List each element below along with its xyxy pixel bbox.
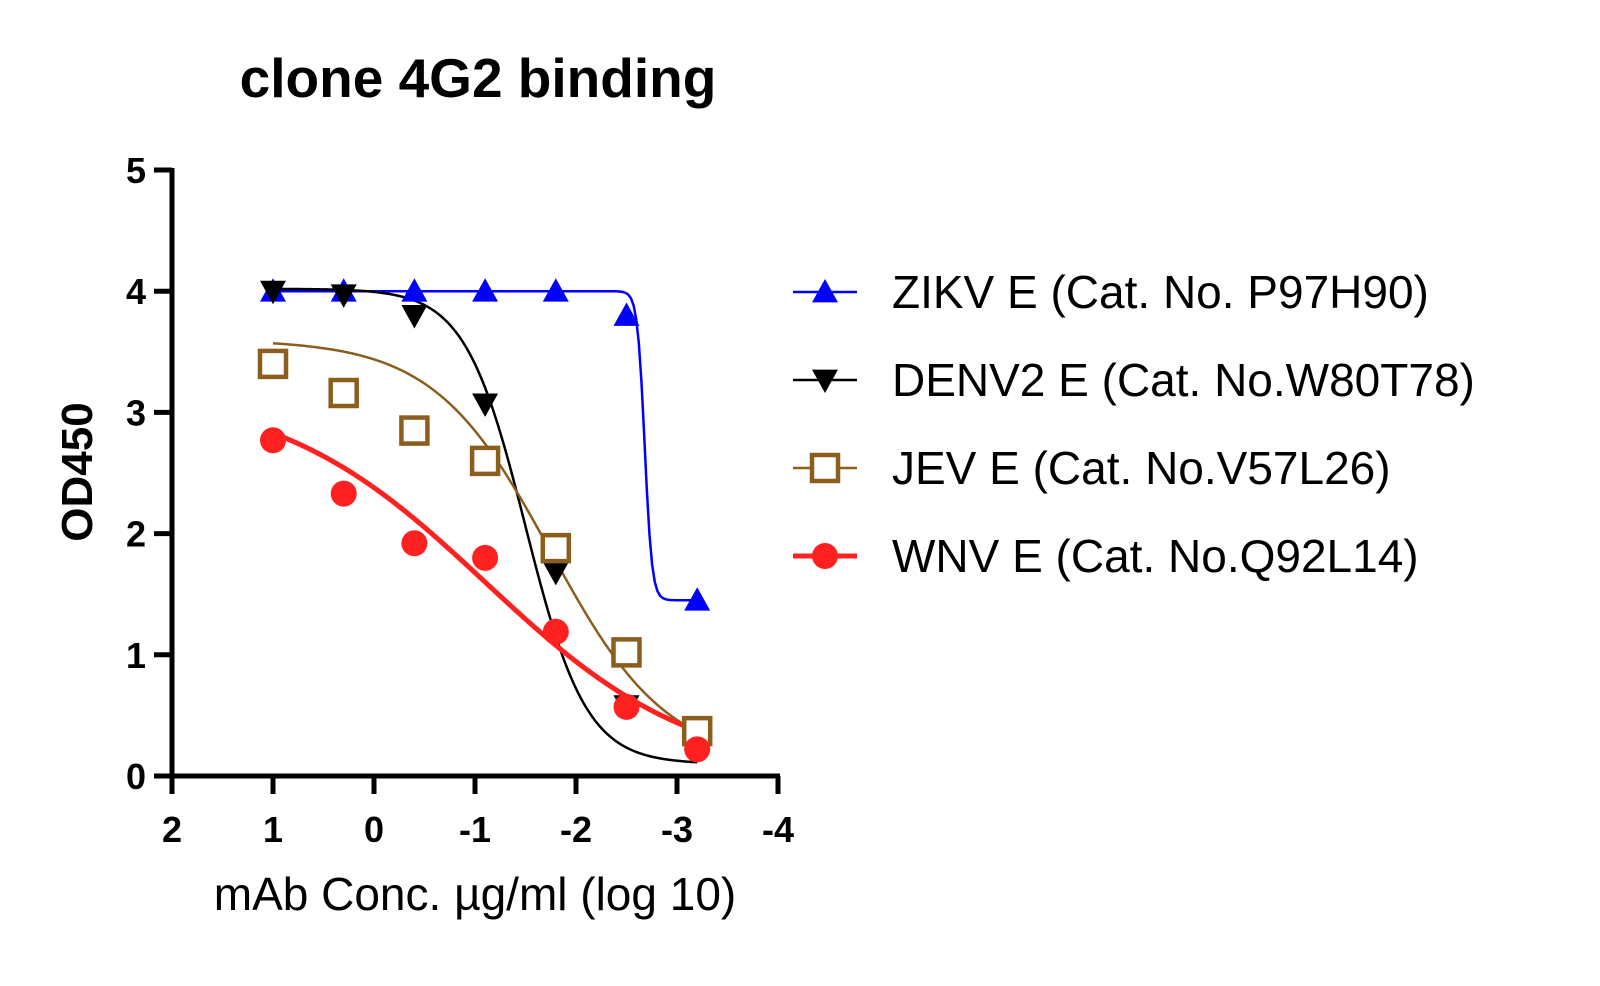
y-axis-label: OD450	[53, 402, 102, 541]
data-point-series-1	[684, 587, 711, 611]
data-point-series-4	[472, 544, 499, 571]
data-point-series-1	[542, 278, 569, 302]
data-point-series-4	[330, 480, 357, 507]
data-point-series-4	[684, 736, 711, 763]
data-point-series-2	[401, 305, 428, 329]
data-point-series-2	[330, 284, 357, 308]
legend-label: WNV E (Cat. No.Q92L14)	[892, 530, 1419, 582]
data-point-series-4	[401, 530, 428, 557]
data-markers	[257, 278, 713, 763]
y-tick-label: 5	[126, 150, 146, 191]
data-point-series-3	[257, 348, 289, 380]
data-point-series-3	[611, 637, 642, 668]
y-tick-label: 0	[126, 756, 146, 797]
axes: 0 1 2 3 4 5 2 1 0 -1 -2 -3 -4	[126, 150, 794, 850]
data-point-series-2	[542, 561, 569, 586]
data-point-series-4	[542, 618, 569, 645]
x-tick-label: 1	[263, 809, 283, 850]
x-tick-label: 2	[162, 809, 182, 850]
legend-marker	[809, 452, 841, 484]
fit-curves	[272, 287, 699, 764]
data-point-series-3	[328, 377, 359, 409]
legend: ZIKV E (Cat. No. P97H90) DENV2 E (Cat. No…	[793, 266, 1475, 582]
fit-curve-series-3	[272, 342, 698, 733]
data-point-series-3	[540, 532, 572, 564]
fit-curve-series-2	[272, 287, 698, 764]
x-axis-label: mAb Conc. µg/ml (log 10)	[214, 868, 736, 920]
x-tick-label: 0	[364, 809, 384, 850]
legend-label: ZIKV E (Cat. No. P97H90)	[892, 266, 1429, 318]
chart-title: clone 4G2 binding	[240, 47, 717, 109]
data-point-series-4	[260, 427, 286, 454]
data-point-series-1	[472, 278, 499, 302]
x-tick-label: -1	[459, 809, 491, 850]
x-tick-label: -4	[762, 809, 794, 850]
data-point-series-2	[472, 393, 499, 417]
legend-marker	[812, 369, 838, 393]
x-tick-label: -2	[560, 809, 592, 850]
legend-label: JEV E (Cat. No.V57L26)	[892, 442, 1391, 494]
y-tick-label: 2	[126, 514, 146, 555]
y-tick-label: 3	[126, 392, 146, 433]
data-point-series-2	[260, 280, 286, 305]
data-point-series-1	[613, 302, 640, 326]
x-tick-label: -3	[661, 809, 693, 850]
fit-curve-series-4	[272, 430, 699, 734]
legend-marker	[812, 543, 838, 569]
legend-label: DENV2 E (Cat. No.W80T78)	[892, 354, 1475, 406]
data-point-series-3	[469, 445, 501, 477]
legend-marker	[812, 279, 838, 303]
y-tick-label: 4	[126, 271, 146, 312]
data-point-series-4	[613, 693, 640, 720]
data-point-series-1	[401, 278, 428, 302]
data-point-series-3	[399, 415, 430, 446]
y-tick-label: 1	[126, 635, 146, 676]
